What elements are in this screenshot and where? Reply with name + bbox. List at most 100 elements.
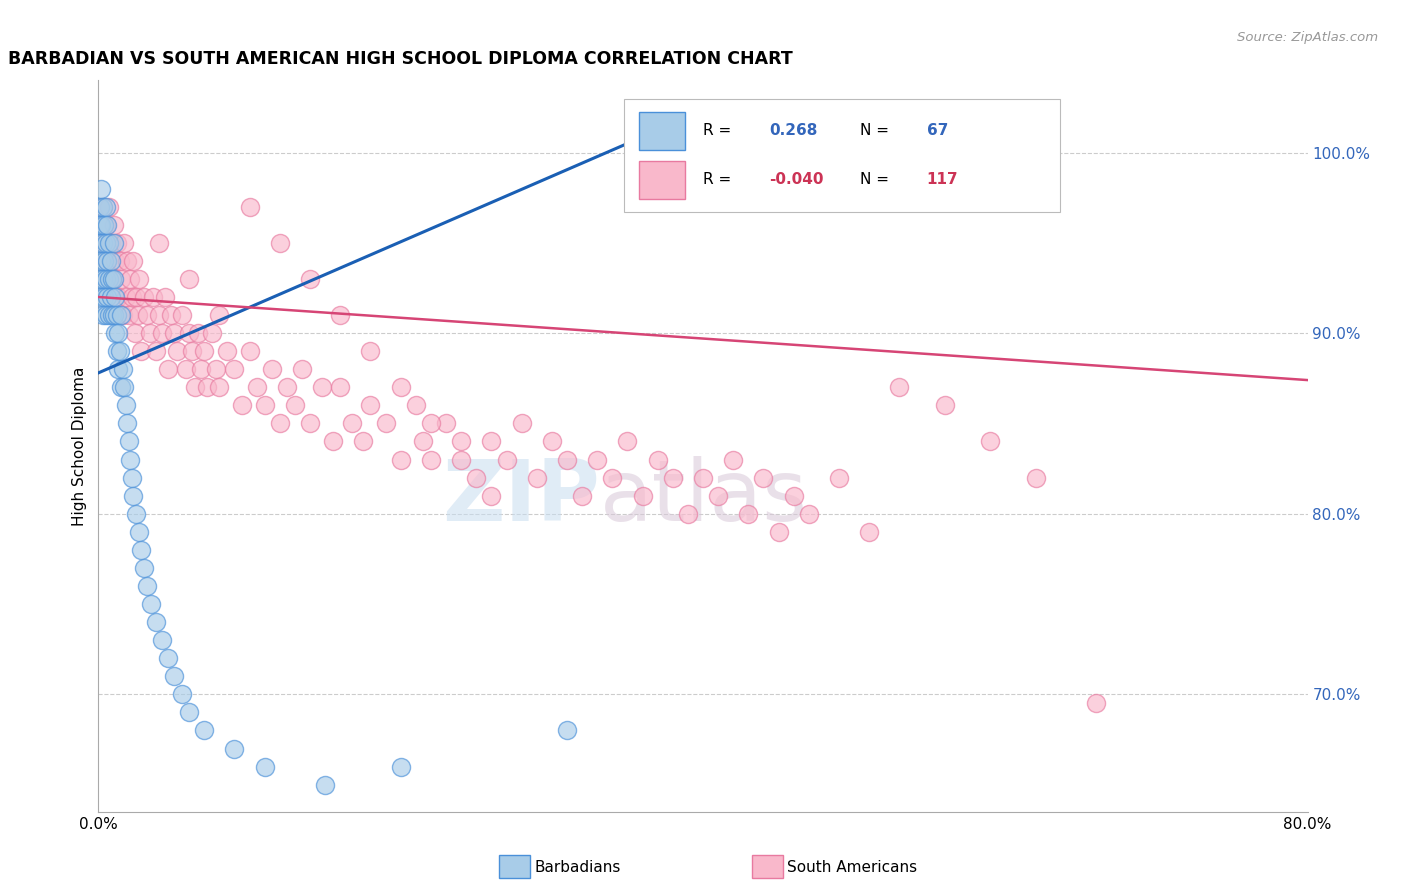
Point <box>450 452 472 467</box>
Point <box>103 218 125 232</box>
Point <box>96 253 118 268</box>
Point <box>352 434 374 449</box>
Point <box>101 272 124 286</box>
Point <box>201 326 224 340</box>
Text: Source: ZipAtlas.com: Source: ZipAtlas.com <box>1237 31 1378 45</box>
Point <box>434 417 457 431</box>
Point <box>661 470 683 484</box>
Point <box>103 235 125 250</box>
Point <box>94 200 117 214</box>
Point <box>125 507 148 521</box>
Point <box>481 434 503 449</box>
Point <box>262 362 284 376</box>
Point <box>108 344 131 359</box>
Point <box>100 235 122 250</box>
Point <box>121 290 143 304</box>
Point <box>374 417 396 431</box>
Point <box>127 308 149 322</box>
Point <box>98 308 121 322</box>
Point <box>93 218 115 232</box>
Point <box>205 362 228 376</box>
Point <box>311 380 333 394</box>
Point <box>129 542 152 557</box>
Point <box>104 253 127 268</box>
Point <box>571 489 593 503</box>
Point <box>163 326 186 340</box>
Text: R =: R = <box>703 172 737 187</box>
Point <box>118 308 141 322</box>
Point <box>979 434 1001 449</box>
Point <box>115 417 138 431</box>
Point <box>177 326 201 340</box>
Point <box>934 398 956 412</box>
Point <box>148 235 170 250</box>
Point <box>184 380 207 394</box>
Point <box>782 489 804 503</box>
Point <box>707 489 730 503</box>
Point <box>419 452 441 467</box>
Text: R =: R = <box>703 123 737 138</box>
Point <box>224 362 246 376</box>
Point <box>110 272 132 286</box>
Point <box>195 380 218 394</box>
Point <box>150 326 173 340</box>
Point <box>555 723 578 738</box>
Point <box>284 398 307 412</box>
Point <box>96 290 118 304</box>
Point <box>170 308 193 322</box>
Point <box>737 507 759 521</box>
Point <box>768 524 790 539</box>
Point <box>276 380 298 394</box>
Point <box>177 272 201 286</box>
Point <box>555 452 578 467</box>
Point <box>107 290 129 304</box>
Point <box>389 380 412 394</box>
Point <box>135 579 157 593</box>
Point <box>322 434 344 449</box>
Point <box>526 470 548 484</box>
Text: 0.268: 0.268 <box>769 123 818 138</box>
Point <box>481 489 503 503</box>
Point <box>208 380 231 394</box>
Point <box>107 362 129 376</box>
Point <box>269 417 291 431</box>
Point <box>132 561 155 575</box>
Text: 117: 117 <box>927 172 959 187</box>
Point <box>139 326 162 340</box>
Point <box>721 452 744 467</box>
Point <box>889 380 911 394</box>
Point <box>112 380 135 394</box>
Point <box>510 417 533 431</box>
Y-axis label: High School Diploma: High School Diploma <box>72 367 87 525</box>
Point <box>253 759 276 773</box>
Point <box>858 524 880 539</box>
Point <box>540 434 562 449</box>
Text: -0.040: -0.040 <box>769 172 824 187</box>
Point <box>103 308 125 322</box>
Point <box>98 200 121 214</box>
Point <box>166 344 188 359</box>
Point <box>91 308 114 322</box>
Point <box>145 615 167 629</box>
Point <box>174 362 197 376</box>
Point <box>160 308 183 322</box>
Point <box>129 344 152 359</box>
Point <box>94 235 117 250</box>
Point <box>105 235 128 250</box>
Text: N =: N = <box>860 172 894 187</box>
Point <box>121 470 143 484</box>
Point <box>98 272 121 286</box>
Point <box>1024 470 1046 484</box>
Point <box>100 253 122 268</box>
Point <box>412 434 434 449</box>
Point <box>465 470 488 484</box>
Point <box>342 417 364 431</box>
Point <box>128 272 150 286</box>
Point <box>299 417 322 431</box>
Point <box>828 470 851 484</box>
Point <box>291 362 314 376</box>
Point <box>91 272 114 286</box>
Point <box>495 452 517 467</box>
Point <box>91 200 114 214</box>
Point <box>120 272 142 286</box>
